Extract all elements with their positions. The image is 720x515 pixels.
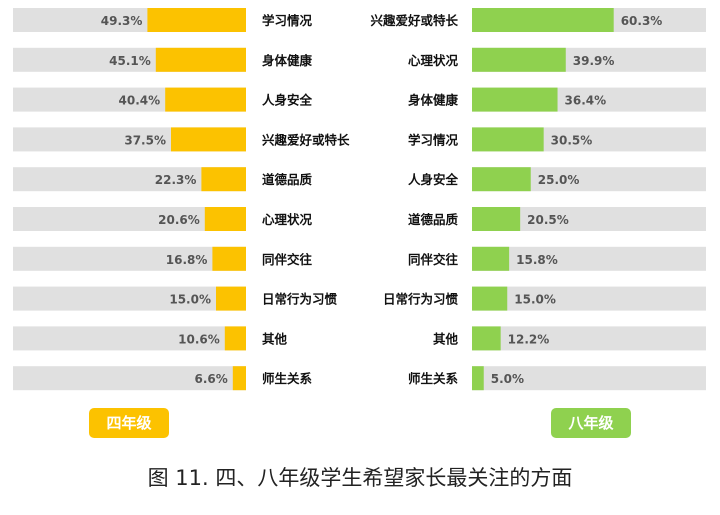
grade8-value-label: 39.9% — [573, 54, 615, 68]
grade4-category-label: 学习情况 — [262, 13, 313, 28]
grade8-bar — [472, 47, 566, 72]
grade4-category-label: 兴趣爱好或特长 — [262, 132, 350, 147]
grade8-legend-badge: 八年级 — [551, 408, 631, 438]
grade8-bar — [472, 167, 531, 192]
grade8-value-label: 36.4% — [565, 94, 607, 108]
grade8-bar — [472, 87, 558, 112]
grade8-category-label: 日常行为习惯 — [383, 292, 459, 307]
grade8-bar — [472, 246, 510, 271]
grade4-bar — [212, 246, 246, 271]
grade8-category-label: 心理状况 — [408, 53, 459, 68]
grade4-legend-badge: 四年级 — [89, 408, 169, 438]
grade4-value-label: 45.1% — [109, 54, 151, 68]
grade8-category-label: 道德品质 — [408, 212, 459, 227]
grade4-bar — [171, 127, 246, 152]
grade4-category-label: 道德品质 — [262, 172, 313, 187]
grade8-bar — [472, 326, 501, 351]
grade4-bar — [224, 326, 246, 351]
grade4-bar-track — [13, 366, 246, 391]
grade4-category-label: 日常行为习惯 — [262, 292, 338, 307]
grade4-bar — [216, 286, 246, 311]
grade4-value-label: 49.3% — [101, 14, 143, 28]
grade8-bar-track — [472, 246, 706, 271]
grade8-category-label: 师生关系 — [408, 371, 459, 386]
grade8-bar — [472, 366, 484, 391]
grade8-bar — [472, 127, 544, 152]
grade8-category-label: 学习情况 — [408, 132, 459, 147]
grade4-category-label: 同伴交往 — [262, 252, 313, 267]
grade4-value-label: 15.0% — [169, 293, 211, 307]
grade4-bar — [204, 207, 246, 231]
figure-caption: 图 11. 四、八年级学生希望家长最关注的方面 — [147, 466, 573, 490]
grade4-bar — [147, 8, 246, 32]
grade8-value-label: 20.5% — [527, 213, 569, 227]
grade4-bar-track — [13, 246, 246, 271]
grade8-bar — [472, 8, 614, 32]
grade4-bar — [201, 167, 246, 192]
grade8-bar-track — [472, 366, 706, 391]
grade4-value-label: 16.8% — [166, 253, 208, 267]
grade4-value-label: 6.6% — [195, 372, 228, 386]
grade4-bar — [165, 87, 246, 112]
grade8-category-label: 人身安全 — [408, 172, 459, 187]
grade8-value-label: 15.0% — [514, 293, 556, 307]
grade4-value-label: 10.6% — [178, 332, 220, 346]
grade8-value-label: 12.2% — [508, 332, 550, 346]
grade4-category-label: 师生关系 — [262, 371, 313, 386]
grade4-bar — [155, 47, 246, 72]
grade8-value-label: 25.0% — [538, 173, 580, 187]
grade4-category-label: 其他 — [262, 331, 288, 346]
grade4-value-label: 40.4% — [119, 94, 161, 108]
grade8-value-label: 60.3% — [621, 14, 663, 28]
grade8-bar — [472, 286, 508, 311]
grade4-category-label: 人身安全 — [262, 93, 313, 108]
grade4-category-label: 身体健康 — [262, 53, 313, 68]
grade4-bar-track — [13, 286, 246, 311]
grade8-bar — [472, 207, 521, 231]
grade8-bar-track — [472, 286, 706, 311]
grade8-value-label: 15.8% — [516, 253, 558, 267]
grade4-value-label: 22.3% — [155, 173, 197, 187]
grade4-bar-track — [13, 326, 246, 351]
grade4-value-label: 37.5% — [124, 133, 166, 147]
grade8-category-label: 其他 — [433, 331, 459, 346]
grade4-bar — [232, 366, 246, 391]
grade8-value-label: 5.0% — [491, 372, 524, 386]
grade8-category-label: 兴趣爱好或特长 — [370, 13, 458, 28]
grade4-category-label: 心理状况 — [262, 212, 313, 227]
grade8-bar-track — [472, 326, 706, 351]
grade8-value-label: 30.5% — [551, 133, 593, 147]
grade4-value-label: 20.6% — [158, 213, 200, 227]
grade8-category-label: 身体健康 — [408, 93, 459, 108]
grade8-category-label: 同伴交往 — [408, 252, 459, 267]
